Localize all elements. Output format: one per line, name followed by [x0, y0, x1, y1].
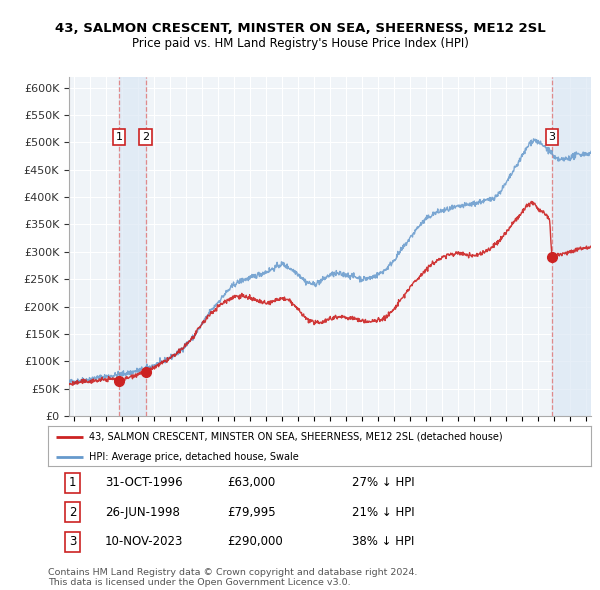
- Text: Price paid vs. HM Land Registry's House Price Index (HPI): Price paid vs. HM Land Registry's House …: [131, 37, 469, 50]
- Text: 3: 3: [69, 535, 76, 548]
- Text: 2: 2: [68, 506, 76, 519]
- Text: 38% ↓ HPI: 38% ↓ HPI: [352, 535, 415, 548]
- Text: 21% ↓ HPI: 21% ↓ HPI: [352, 506, 415, 519]
- Text: 2: 2: [142, 132, 149, 142]
- Text: 43, SALMON CRESCENT, MINSTER ON SEA, SHEERNESS, ME12 2SL (detached house): 43, SALMON CRESCENT, MINSTER ON SEA, SHE…: [89, 432, 502, 442]
- Text: Contains HM Land Registry data © Crown copyright and database right 2024.
This d: Contains HM Land Registry data © Crown c…: [48, 568, 418, 587]
- Text: 26-JUN-1998: 26-JUN-1998: [105, 506, 180, 519]
- Text: 1: 1: [68, 476, 76, 489]
- Text: 1: 1: [116, 132, 122, 142]
- Text: 3: 3: [548, 132, 556, 142]
- Text: 43, SALMON CRESCENT, MINSTER ON SEA, SHEERNESS, ME12 2SL: 43, SALMON CRESCENT, MINSTER ON SEA, SHE…: [55, 22, 545, 35]
- Bar: [552, 77, 591, 416]
- Text: 27% ↓ HPI: 27% ↓ HPI: [352, 476, 415, 489]
- Text: £63,000: £63,000: [227, 476, 275, 489]
- Text: 31-OCT-1996: 31-OCT-1996: [105, 476, 182, 489]
- Text: £79,995: £79,995: [227, 506, 276, 519]
- Text: 10-NOV-2023: 10-NOV-2023: [105, 535, 184, 548]
- Text: HPI: Average price, detached house, Swale: HPI: Average price, detached house, Swal…: [89, 452, 298, 462]
- Text: £290,000: £290,000: [227, 535, 283, 548]
- Bar: [119, 77, 146, 416]
